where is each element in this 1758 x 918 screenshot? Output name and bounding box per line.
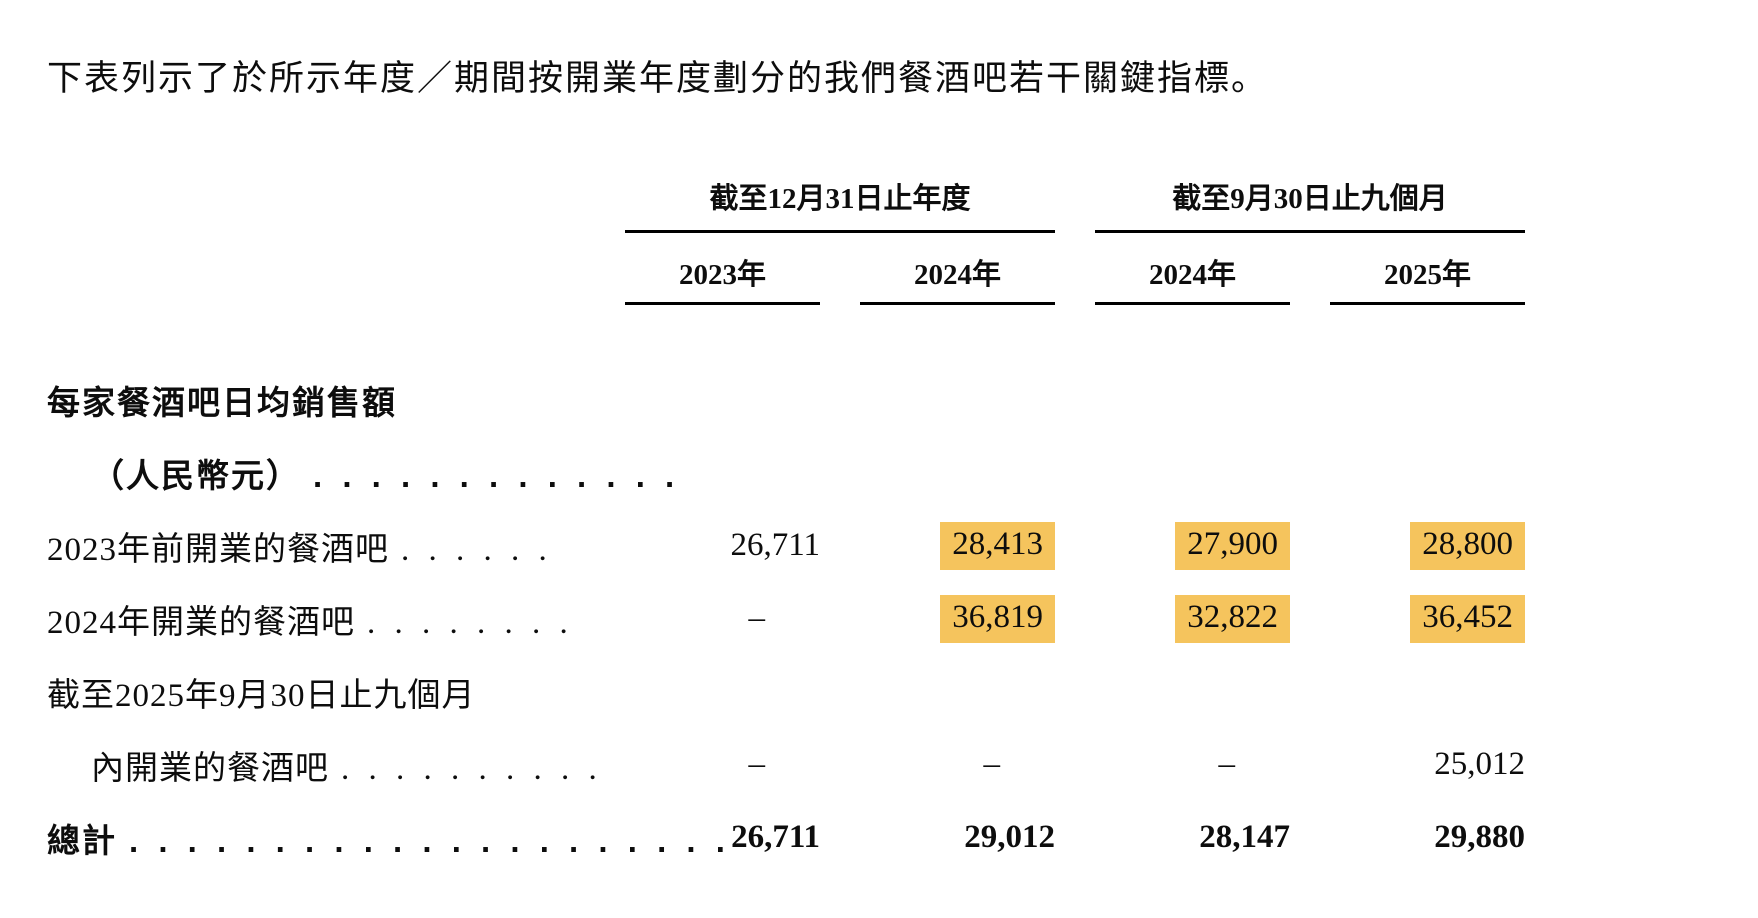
row-label-text: 總計 xyxy=(47,821,117,859)
metric-value: – xyxy=(1218,746,1236,782)
metric-value: 29,012 xyxy=(964,819,1055,855)
metrics-table: 截至12月31日止年度 截至9月30日止九個月 2023年 2024年 2024… xyxy=(47,175,1525,874)
metric-value: 32,822 xyxy=(1095,594,1290,643)
row-label-text: 每家餐酒吧日均銷售額 xyxy=(47,383,397,421)
row-label-text: 2024年開業的餐酒吧 xyxy=(47,604,355,641)
metric-value: 36,452 xyxy=(1330,594,1525,643)
column-header-2025-nine-months: 2025年 xyxy=(1330,251,1525,305)
metric-value: 36,819 xyxy=(860,594,1055,643)
table-header: 截至12月31日止年度 截至9月30日止九個月 2023年 2024年 2024… xyxy=(47,175,1525,305)
metric-value: – xyxy=(748,746,766,782)
dot-leader: . . . . . . . . xyxy=(367,604,569,641)
highlighted-value: 27,900 xyxy=(1175,521,1290,570)
row-label: 內開業的餐酒吧 . . . . . . . . . . xyxy=(47,741,597,789)
metric-value: 26,711 xyxy=(731,819,820,855)
header-spacer xyxy=(47,175,585,233)
row-label-text: 內開業的餐酒吧 xyxy=(91,750,329,787)
metric-value: 28,413 xyxy=(860,521,1055,570)
highlighted-value: 36,819 xyxy=(940,594,1055,643)
highlighted-value: 28,800 xyxy=(1410,521,1525,570)
row-label: 每家餐酒吧日均銷售額 xyxy=(47,376,585,424)
dot-leader: . . . . . . . . . . . . . . . . . . . . … xyxy=(129,821,726,859)
metric-value: 27,900 xyxy=(1095,521,1290,570)
row-label: 截至2025年9月30日止九個月 xyxy=(47,668,585,716)
row-label: 總計 . . . . . . . . . . . . . . . . . . . … xyxy=(47,814,725,862)
highlighted-value: 28,413 xyxy=(940,521,1055,570)
highlighted-value: 32,822 xyxy=(1175,594,1290,643)
metric-value: 29,880 xyxy=(1434,819,1525,855)
dot-leader: . . . . . . . . . . xyxy=(341,750,598,787)
highlighted-value: 36,452 xyxy=(1410,594,1525,643)
row-label-text: （人民幣元） xyxy=(91,456,301,494)
row-label: （人民幣元） . . . . . . . . . . . . . xyxy=(47,449,674,497)
document-page: 下表列示了於所示年度／期間按開業年度劃分的我們餐酒吧若干關鍵指標。 截至12月3… xyxy=(47,59,1525,874)
column-group-nine-months-sep30: 截至9月30日止九個月 xyxy=(1095,175,1525,233)
row-label-text: 2023年前開業的餐酒吧 xyxy=(47,531,389,568)
metric-value: – xyxy=(748,600,766,636)
dot-leader: . . . . . . xyxy=(401,531,548,568)
dot-leader: . . . . . . . . . . . . . xyxy=(313,456,676,494)
header-spacer xyxy=(47,251,585,305)
row-label: 2024年開業的餐酒吧 . . . . . . . . xyxy=(47,595,585,643)
column-group-year-ended-dec31: 截至12月31日止年度 xyxy=(625,175,1055,233)
column-header-2023: 2023年 xyxy=(625,251,820,305)
metric-value: 26,711 xyxy=(730,527,820,563)
metric-value: 28,147 xyxy=(1199,819,1290,855)
metric-value: 28,800 xyxy=(1330,521,1525,570)
table-body: 每家餐酒吧日均銷售額 （人民幣元） . . . . . . . . . . . . … xyxy=(47,363,1525,874)
metric-value: 25,012 xyxy=(1434,746,1525,782)
metric-value: – xyxy=(983,746,1001,782)
row-label-text: 截至2025年9月30日止九個月 xyxy=(47,677,476,714)
row-label: 2023年前開業的餐酒吧 . . . . . . xyxy=(47,522,585,570)
intro-paragraph: 下表列示了於所示年度／期間按開業年度劃分的我們餐酒吧若干關鍵指標。 xyxy=(47,59,1269,98)
column-header-2024-nine-months: 2024年 xyxy=(1095,251,1290,305)
column-header-2024: 2024年 xyxy=(860,251,1055,305)
